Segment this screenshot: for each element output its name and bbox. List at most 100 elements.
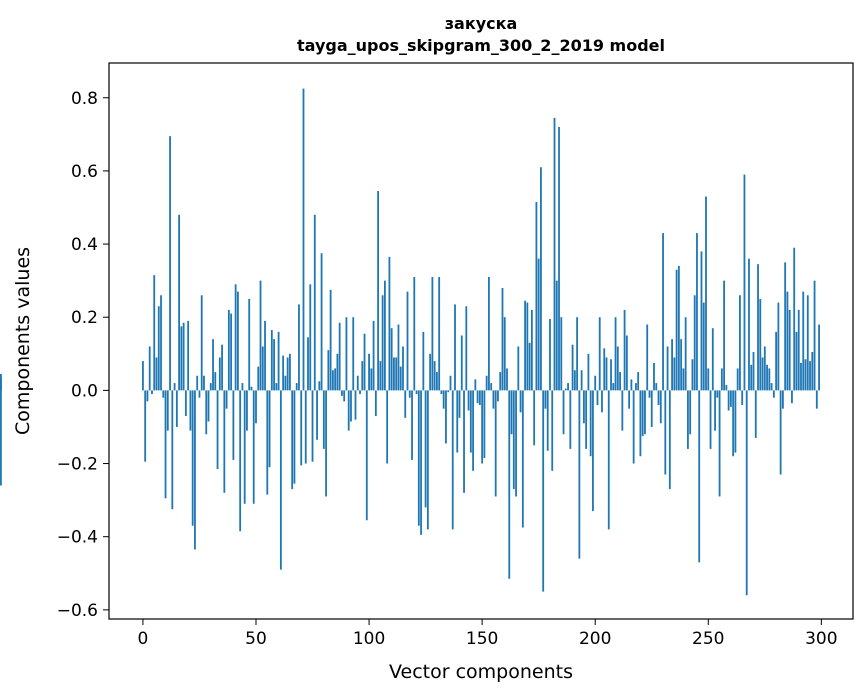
- bar-62: [282, 355, 285, 391]
- bar-84: [331, 370, 334, 391]
- bar-125: [424, 390, 427, 508]
- bar-34: [218, 357, 221, 391]
- bar-4: [151, 390, 153, 395]
- bar-55: [266, 390, 269, 495]
- bar-250: [707, 368, 710, 391]
- bar-204: [603, 348, 606, 391]
- bar-234: [671, 339, 673, 391]
- bar-3: [148, 346, 151, 391]
- bar-107: [383, 280, 386, 391]
- bar-244: [693, 295, 696, 391]
- bar-276: [766, 364, 768, 391]
- bar-224: [648, 390, 651, 398]
- bar-272: [757, 264, 759, 391]
- x-tick-label: 100: [353, 629, 385, 649]
- bar-85: [334, 368, 337, 391]
- bar-60: [277, 331, 280, 391]
- bars-group: [0, 88, 820, 596]
- bar-120: [413, 276, 416, 391]
- bar-233: [668, 390, 671, 490]
- bar-116: [404, 390, 407, 418]
- x-axis-label: Vector components: [389, 661, 573, 683]
- bar-147: [474, 379, 477, 391]
- bar-277: [768, 368, 771, 391]
- bar-38: [227, 309, 230, 391]
- bar-248: [702, 302, 705, 391]
- bar-212: [621, 390, 624, 431]
- bar-128: [431, 276, 434, 391]
- bar-186: [562, 390, 565, 435]
- bar-156: [494, 390, 497, 497]
- bar-295: [809, 361, 811, 391]
- bar-86: [336, 353, 339, 391]
- bar-39: [230, 313, 233, 391]
- bar-115: [402, 346, 404, 391]
- y-tick-label: −0.4: [57, 528, 98, 548]
- y-tick-label: 0.2: [71, 308, 98, 328]
- bar-271: [754, 390, 757, 438]
- bar-49: [252, 390, 255, 504]
- bar-257: [723, 280, 726, 391]
- bar-56: [268, 390, 271, 468]
- bar-41: [234, 284, 237, 391]
- x-axis-ticks: 0 50 100 150 200 250 300: [138, 619, 838, 649]
- bar-6: [155, 357, 158, 391]
- bar-247: [700, 251, 703, 391]
- bar-37: [225, 390, 228, 409]
- bar-239: [682, 368, 685, 391]
- bar-50: [255, 390, 257, 424]
- bar-279: [772, 390, 775, 398]
- bar-68: [295, 383, 298, 391]
- x-tick-label: 50: [245, 629, 267, 649]
- bar-15: [175, 390, 178, 427]
- bar-7: [157, 306, 160, 391]
- bar-110: [390, 328, 393, 391]
- bar-251: [709, 390, 712, 449]
- bar-237: [677, 266, 680, 391]
- bar-206: [607, 390, 610, 530]
- bar-144: [467, 390, 470, 411]
- bar-241: [687, 390, 689, 449]
- bar-219: [637, 372, 640, 391]
- bar-205: [605, 357, 608, 391]
- bar-43: [239, 390, 242, 532]
- bar-216: [630, 379, 633, 391]
- bar-28: [205, 390, 208, 435]
- bar-174: [535, 202, 538, 391]
- bar-256: [720, 368, 723, 391]
- bar-160: [503, 317, 506, 391]
- bar-67: [293, 390, 296, 484]
- bar-96: [359, 390, 361, 395]
- bar-63: [284, 375, 287, 391]
- bar-64: [286, 357, 289, 391]
- bar-226: [653, 362, 655, 391]
- bar-287: [791, 390, 793, 404]
- bar-151: [483, 390, 486, 459]
- bar-275: [763, 346, 766, 391]
- bar-9: [162, 390, 165, 398]
- bar-152: [485, 375, 488, 391]
- y-tick-label: 0.6: [71, 162, 98, 182]
- bar-154: [490, 383, 493, 391]
- bar-58: [273, 339, 275, 391]
- bar-213: [623, 309, 626, 391]
- y-axis-ticks: −0.6 −0.4 −0.2 0.0 0.2 0.4 0.6 0.8: [57, 89, 109, 621]
- bar-281: [777, 302, 780, 391]
- bar-59: [275, 383, 278, 391]
- bar-14: [173, 383, 176, 391]
- bar-221: [641, 390, 644, 437]
- bar-25: [198, 390, 201, 398]
- y-tick-label: −0.6: [57, 601, 98, 621]
- bar-94: [354, 390, 357, 420]
- bar-243: [691, 359, 694, 391]
- bar-162: [508, 390, 511, 579]
- bar-77: [316, 390, 318, 440]
- bar-73: [307, 337, 309, 391]
- bar-258: [725, 384, 728, 391]
- bar-126: [426, 390, 429, 530]
- y-tick-label: 0.4: [71, 235, 98, 255]
- bar-78: [318, 381, 321, 391]
- bar-36: [223, 390, 226, 493]
- bar-65: [289, 353, 291, 391]
- bar-42: [237, 291, 239, 391]
